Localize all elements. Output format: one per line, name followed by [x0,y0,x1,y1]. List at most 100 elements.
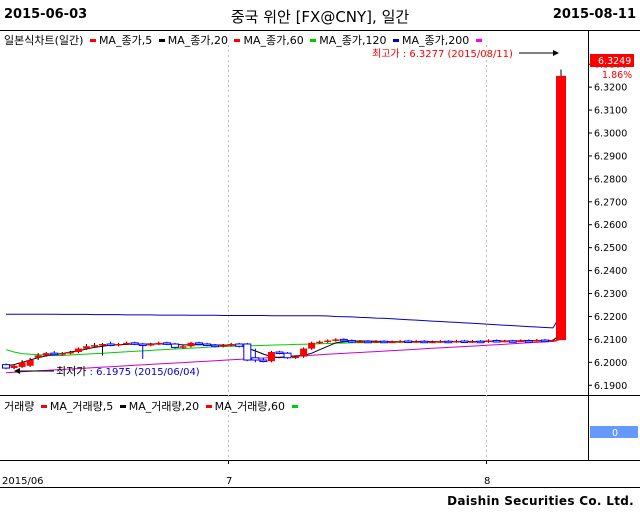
ytick-label: 6.3100 [594,106,627,117]
candle-body [162,342,171,345]
ytick-label: 6.1900 [594,381,627,392]
ytick-label: 6.2400 [594,266,627,277]
legend-swatch [234,38,241,42]
candle-body [396,341,404,343]
candle-body [428,341,436,344]
candle-body [147,343,155,346]
candle-body [380,340,389,344]
candle-body [155,342,163,345]
legend-ma5: MA_종가,5 [98,34,153,47]
ytick-label: 6.2800 [594,174,627,185]
moving-average-lines [5,313,562,374]
chart-header: 2015-06-03 중국 위안 [FX@CNY], 일간 2015-08-11 [0,0,640,30]
xtick-label-aug: 8 [484,476,490,487]
candle-body [243,343,252,361]
chart-title: 중국 위안 [FX@CNY], 일간 [230,8,410,26]
ytick-label: 6.2000 [594,358,627,369]
candle-body [292,356,300,359]
candle-body [508,340,517,343]
candle-body [34,355,42,358]
candle-body [524,340,533,343]
low-annotation-value: : 6.1975 (2015/06/04) [86,367,199,378]
candle-body [42,353,50,356]
candle-body [66,352,74,354]
candle-body [533,340,541,342]
candle-body [123,342,131,345]
legend-swatch [205,404,212,408]
legend-ma60: MA_종가,60 [243,34,304,47]
legend-swatch [310,38,317,42]
candle-body [235,343,244,347]
candle-body [259,359,268,363]
xtick-label-jul: 7 [226,476,232,487]
legend-swatch [119,404,126,408]
candle-body [2,364,10,369]
candle-body [404,340,413,344]
candle-body [138,343,147,346]
candle-body [115,343,123,346]
legend-ma20: MA_종가,20 [167,34,228,47]
low-annotation: 최저가 : 6.1975 (2015/06/04) [56,365,200,378]
candle-body [179,346,187,348]
candle-body [388,341,396,344]
candle-body [50,352,59,356]
candle-body [203,343,212,346]
candle-body [476,340,485,344]
candle-body [90,345,98,347]
ytick-label: 6.2700 [594,197,627,208]
last-price-tag [590,54,634,67]
candle-body [170,343,179,348]
candle-body [308,342,316,349]
legend-swatch [291,404,298,408]
ytick-label: 6.2900 [594,151,627,162]
legend-swatch [392,38,399,42]
candle-body [485,340,493,343]
candle-body [74,348,82,353]
candle-body [412,341,420,343]
legend-vol-ma20: MA_거래량,20 [128,400,200,413]
high-annotation: 최고가 : 6.3277 (2015/08/11) [372,48,513,60]
ma200-line [6,313,562,329]
low-annotation-prefix: 최저가 [56,365,86,378]
candle-body [82,346,90,349]
ytick-label: 6.2100 [594,335,627,346]
candle-body [356,341,364,343]
candle-body [549,340,557,342]
candle-body [332,339,340,341]
legend-end-marker [475,38,482,42]
legend-swatch [89,38,96,42]
candle-body [26,360,34,366]
candle-body [372,341,380,343]
candle-body [187,342,195,347]
legend-vol-ma5: MA_거래량,5 [49,400,114,413]
ma-short-line [5,333,562,367]
candle-body [316,341,324,344]
candle-body [501,340,509,343]
candle-body [300,348,308,357]
candle-body [10,365,18,369]
volume-legend: 거래량 MA_거래량,5 MA_거래량,20 MA_거래량,60 [4,398,301,414]
ma120-line [5,334,562,356]
low-arrow-head [14,368,20,374]
volume-legend-label: 거래량 [4,400,35,413]
ytick-label: 6.2600 [594,220,627,231]
candle-body [420,340,429,344]
candle-body [339,338,348,342]
volume-value: 0 [612,428,618,439]
xtick-label-jun: 2015/06 [2,476,44,487]
candle-body [517,340,525,343]
legend-ma120: MA_종가,120 [319,34,387,47]
last-price-value: 6.3249 [598,56,631,67]
candle-body [219,345,227,347]
candle-body [540,339,549,343]
candle-body [444,340,453,344]
candle-body [58,353,66,355]
copyright-footer: Daishin Securities Co. Ltd. [447,494,634,508]
ytick-label: 6.3000 [594,129,627,140]
candle-body [130,342,139,345]
candle-body [469,341,477,343]
start-date: 2015-06-03 [4,7,88,22]
candle-body [195,342,204,345]
candle-body [460,340,469,344]
ytick-label: 6.2500 [594,243,627,254]
